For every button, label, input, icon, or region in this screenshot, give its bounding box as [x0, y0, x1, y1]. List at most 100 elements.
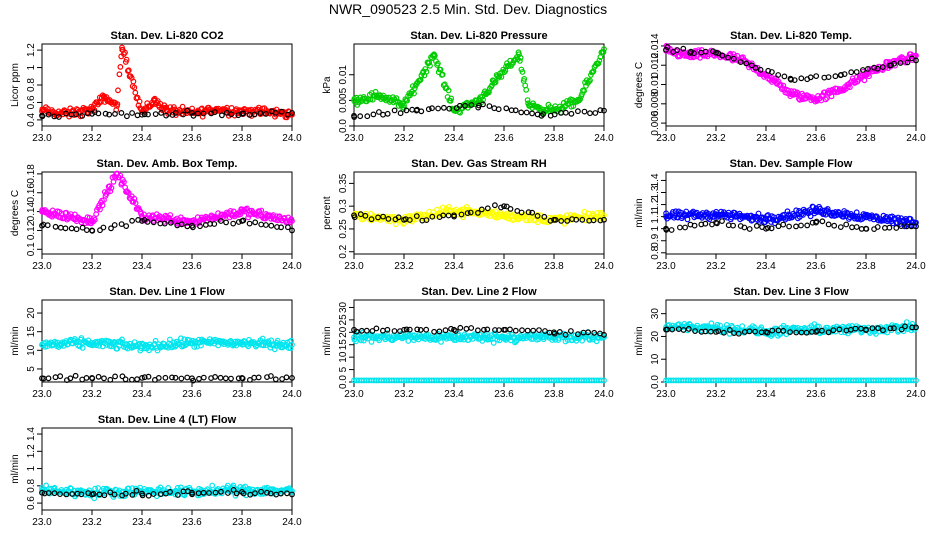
data-point-black	[891, 60, 897, 67]
data-point-black	[413, 107, 420, 114]
data-point-black	[163, 112, 170, 119]
data-point-magenta	[107, 188, 114, 195]
data-point-magenta	[822, 96, 829, 103]
data-point-magenta	[258, 207, 265, 214]
data-point-black	[272, 376, 279, 383]
data-point-black	[190, 112, 197, 119]
data-point-green	[601, 46, 607, 52]
data-point-black	[913, 57, 919, 64]
data-point-magenta	[114, 170, 120, 177]
data-point-cyan	[152, 337, 159, 344]
data-point-cyan	[177, 335, 184, 342]
panel-3: Stan. Dev. Li-820 Temp. 23.0 23.2 23.4 23.6 2…	[634, 30, 926, 144]
y-tick-label: 15	[338, 339, 349, 351]
data-point-black	[263, 222, 269, 228]
data-point-black	[206, 490, 212, 496]
data-point-magenta	[785, 87, 792, 94]
x-tick-label: 23.6	[182, 261, 202, 272]
data-point-blue	[863, 213, 869, 220]
y-tick-label: 0.01	[650, 74, 661, 94]
data-point-black	[145, 111, 151, 118]
data-point-black	[597, 107, 604, 114]
data-point-red	[130, 78, 137, 85]
data-point-black	[414, 326, 421, 333]
data-point-black	[150, 491, 157, 497]
data-point-yellow	[367, 210, 374, 217]
y-tick-label: 0.01	[338, 65, 349, 85]
data-point-red	[123, 56, 130, 63]
data-point-black	[107, 376, 114, 383]
y-tick-label: 0.18	[26, 164, 37, 184]
data-point-red	[131, 84, 138, 91]
data-point-black	[512, 327, 519, 334]
data-point-black	[534, 212, 541, 219]
data-point-black	[781, 73, 788, 80]
data-point-black	[129, 217, 136, 224]
data-point-black	[726, 327, 733, 333]
data-point-black	[228, 111, 235, 118]
data-point-black	[904, 59, 911, 66]
data-point-magenta	[847, 84, 853, 91]
data-point-magenta	[108, 185, 115, 191]
data-point-black	[498, 204, 504, 211]
data-point-black	[865, 65, 871, 72]
data-point-black	[879, 64, 886, 70]
x-tick-label: 23.4	[444, 389, 464, 400]
data-point-black	[819, 218, 826, 225]
data-point-black	[441, 104, 447, 111]
y-tick-label: 20	[338, 326, 349, 338]
y-tick-label: 20	[26, 307, 37, 319]
data-point-black	[122, 376, 129, 383]
data-point-black	[524, 327, 531, 334]
y-tick-label: 0.0	[338, 375, 349, 389]
x-tick-label: 23.8	[856, 261, 876, 272]
data-point-cyan	[79, 345, 86, 351]
data-point-black	[118, 221, 125, 228]
x-tick-label: 23.8	[232, 389, 252, 400]
x-tick-label: 24.0	[282, 261, 302, 272]
data-point-green	[439, 71, 446, 78]
data-point-black	[529, 209, 536, 216]
data-point-black	[691, 222, 698, 229]
panel-9: Stan. Dev. Line 3 Flow 23.0 23.2 23.4 23.6 23…	[634, 286, 926, 400]
data-point-cyan	[579, 337, 585, 344]
data-point-black	[129, 110, 136, 116]
data-point-black	[448, 325, 454, 332]
data-point-black	[702, 48, 709, 55]
data-point-red	[117, 63, 124, 70]
data-point-black	[575, 331, 581, 338]
x-tick-label: 24.0	[906, 133, 926, 144]
data-point-cyan	[358, 337, 365, 344]
panel-10: Stan. Dev. Line 4 (LT) Flow 23.0 23.2 23.4 2…	[10, 414, 302, 528]
data-point-magenta	[838, 86, 844, 93]
data-point-black	[57, 373, 64, 380]
y-tick-label: 0.005	[338, 87, 349, 112]
data-point-black	[680, 327, 687, 333]
data-point-black	[417, 327, 424, 333]
data-point-red	[167, 104, 174, 110]
x-tick-label: 23.6	[494, 389, 514, 400]
data-point-magenta	[121, 179, 127, 185]
data-point-black	[272, 109, 279, 116]
data-point-black	[178, 221, 185, 228]
data-point-black	[825, 74, 832, 80]
data-point-black	[155, 375, 162, 381]
data-point-black	[95, 110, 102, 117]
data-point-black	[551, 111, 558, 118]
y-tick-label: 0.16	[26, 183, 37, 203]
data-point-black	[746, 328, 753, 335]
data-point-black	[564, 217, 571, 224]
data-point-black	[763, 329, 769, 335]
data-point-cyan	[189, 340, 195, 346]
data-point-yellow	[501, 212, 507, 219]
data-point-black	[429, 105, 435, 112]
data-point-black	[406, 326, 413, 333]
data-point-black	[247, 491, 254, 498]
data-point-black	[898, 223, 905, 230]
x-tick-label: 23.6	[494, 133, 514, 144]
data-point-black	[278, 224, 285, 231]
data-point-black	[832, 73, 839, 80]
data-point-cyan	[89, 340, 95, 346]
data-point-baseline	[598, 377, 605, 384]
data-point-black	[495, 106, 502, 113]
